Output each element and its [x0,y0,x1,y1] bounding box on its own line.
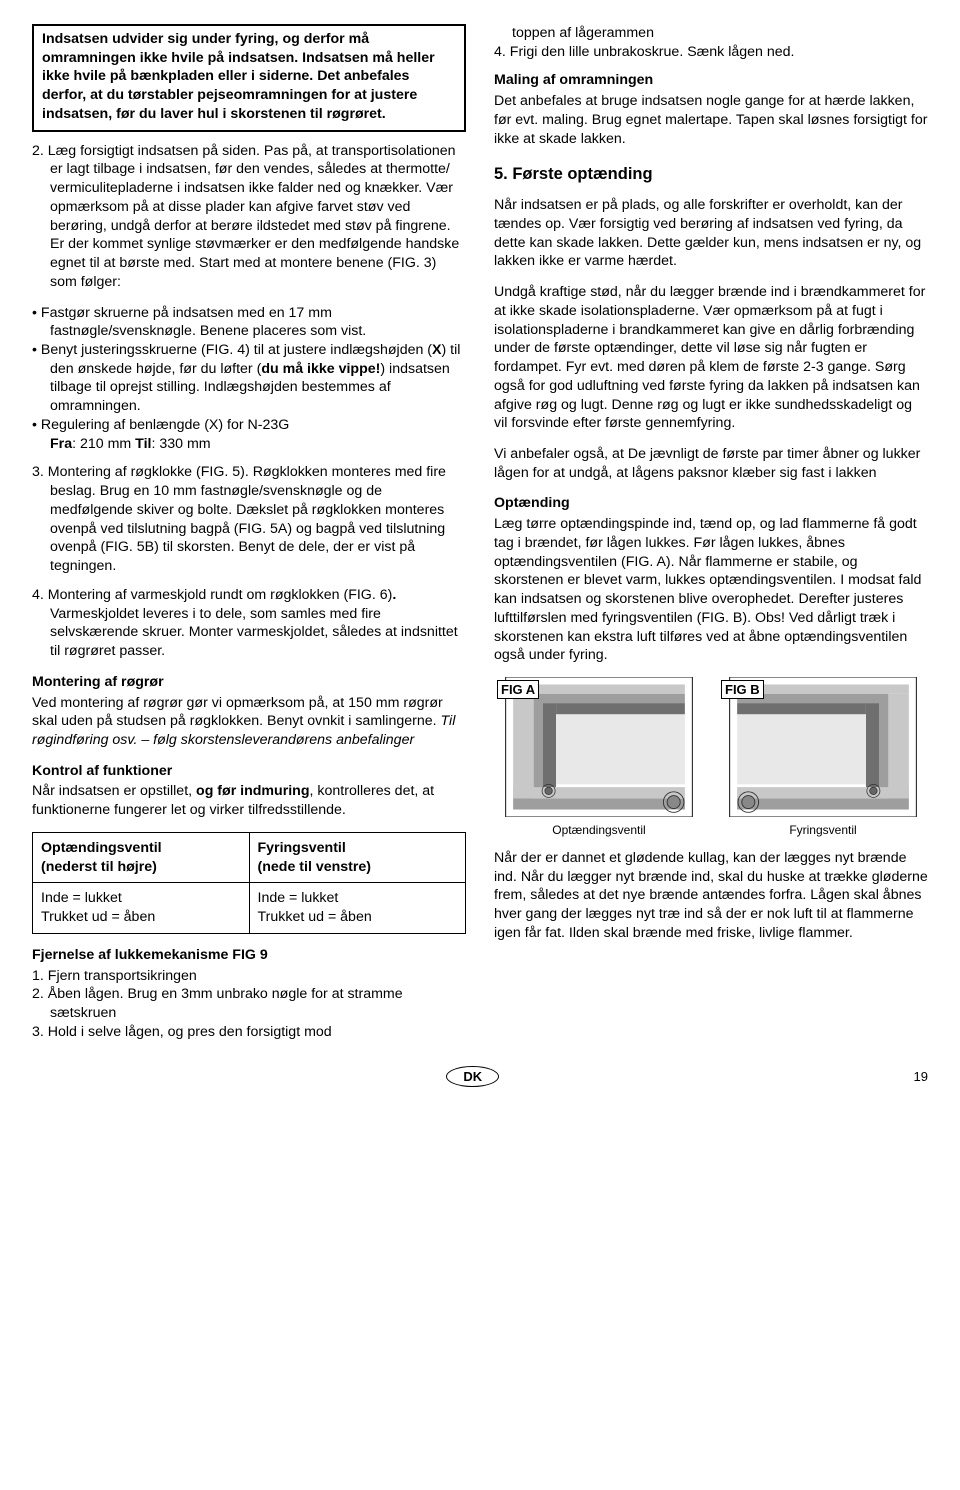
opt-heading: Optænding [494,494,928,513]
sec5-p2: Undgå kraftige stød, når du lægger brænd… [494,283,928,433]
continuation-2: 4. Frigi den lille unbrakoskrue. Sænk lå… [494,43,928,62]
opt-paragraph: Læg tørre optændingspinde ind, tænd op, … [494,515,928,665]
fjern-heading: Fjernelse af lukkemekanisme FIG 9 [32,946,466,965]
kontrol-paragraph: Når indsatsen er opstillet, og før indmu… [32,782,466,819]
ventil-cell-right: Inde = lukket Trukket ud = åben [249,883,466,933]
kontrol-heading: Kontrol af funktioner [32,762,466,781]
fjern-2: 2. Åben lågen. Brug en 3mm unbrako nøgle… [32,985,466,1022]
section-5-heading: 5. Første optænding [494,164,928,186]
language-badge: DK [446,1066,499,1087]
right-column: toppen af lågerammen 4. Frigi den lille … [494,24,928,1048]
figure-b-label: FIG B [721,680,764,699]
ventil-header-left: Optændingsventil (nederst til højre) [33,832,250,882]
maling-paragraph: Det anbefales at bruge indsatsen nogle g… [494,92,928,148]
maling-heading: Maling af omramningen [494,71,928,90]
figure-b: FIG B [718,677,928,817]
steps-list: 2. Læg forsigtigt indsatsen på siden. Pa… [32,142,466,292]
ventil-cell-left: Inde = lukket Trukket ud = åben [33,883,250,933]
step-4: 4. Montering af varmeskjold rundt om røg… [32,586,466,661]
bullet-3: Regulering af benlængde (X) for N-23G Fr… [32,416,466,453]
fjern-1: 1. Fjern transportsikringen [32,967,466,986]
page-number: 19 [914,1068,928,1085]
steps-list-2: 3. Montering af røgklokke (FIG. 5). Røgk… [32,463,466,660]
figure-captions: Optændingsventil Fyringsventil [494,823,928,839]
fjern-list: 1. Fjern transportsikringen 2. Åben låge… [32,967,466,1042]
ventil-header-right: Fyringsventil (nede til venstre) [249,832,466,882]
bullet-1: Fastgør skruerne på indsatsen med en 17 … [32,304,466,341]
step-3: 3. Montering af røgklokke (FIG. 5). Røgk… [32,463,466,575]
sec5-p1: Når indsatsen er på plads, og alle forsk… [494,196,928,271]
ventil-table: Optændingsventil (nederst til højre) Fyr… [32,832,466,934]
figure-a-label: FIG A [497,680,539,699]
figure-a: FIG A [494,677,704,817]
caption-b: Fyringsventil [718,823,928,839]
figure-row: FIG A [494,677,928,817]
left-column: Indsatsen udvider sig under fyring, og d… [32,24,466,1048]
continuation-1: toppen af lågerammen [494,24,928,43]
step-2: 2. Læg forsigtigt indsatsen på siden. Pa… [32,142,466,292]
fjern-3: 3. Hold i selve lågen, og pres den forsi… [32,1023,466,1042]
mont-heading: Montering af røgrør [32,673,466,692]
bullet-2: Benyt justeringsskruerne (FIG. 4) til at… [32,341,466,416]
caption-a: Optændingsventil [494,823,704,839]
mont-paragraph: Ved montering af røgrør gør vi opmærksom… [32,694,466,750]
page-footer: DK 19 [32,1066,928,1087]
sec5-p3: Vi anbefaler også, at De jævnligt de før… [494,445,928,482]
step2-bullets: Fastgør skruerne på indsatsen med en 17 … [32,304,466,454]
warning-box: Indsatsen udvider sig under fyring, og d… [32,24,466,132]
after-figure-paragraph: Når der er dannet et glødende kullag, ka… [494,849,928,943]
